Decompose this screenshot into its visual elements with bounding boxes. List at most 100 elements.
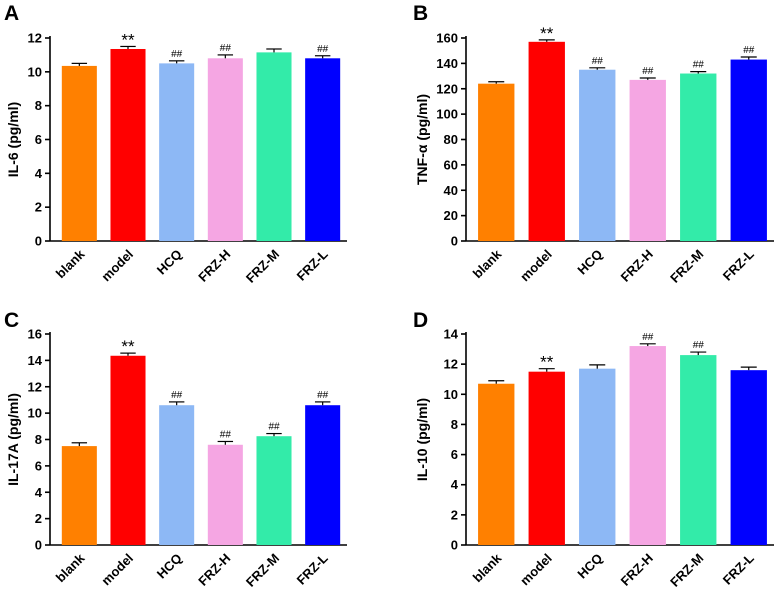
y-axis-label: IL-10 (pg/ml) (414, 398, 430, 481)
y-tick-label: 20 (444, 208, 458, 223)
panel-letter: A (4, 2, 19, 25)
significance-hashes: ## (642, 332, 654, 343)
y-tick-label: 4 (35, 166, 43, 181)
x-category-label: FRZ-L (294, 550, 331, 587)
y-tick-label: 10 (444, 387, 458, 402)
x-category-label: FRZ-M (667, 247, 706, 286)
significance-stars: ** (121, 337, 135, 356)
y-tick-label: 2 (35, 200, 42, 215)
x-category-label: HCQ (154, 551, 185, 582)
bar-blank (61, 446, 97, 545)
bar-hcq (159, 63, 195, 241)
y-tick-label: 0 (451, 538, 458, 553)
bar-blank (478, 383, 515, 545)
x-category-label: FRZ-L (294, 246, 331, 283)
y-tick-label: 12 (28, 379, 42, 394)
y-tick-label: 4 (451, 477, 459, 492)
significance-hashes: ## (171, 49, 183, 60)
bar-hcq (579, 69, 616, 241)
x-category-label: FRZ-H (195, 247, 233, 285)
chart-panel-c: C IL-17A (pg/ml) 0 2 4 6 8 10 12 14 16 blank ** model… (4, 309, 347, 590)
y-tick-label: 12 (444, 357, 458, 372)
x-category-label: FRZ-H (195, 551, 233, 589)
x-category-label: FRZ-M (243, 247, 282, 286)
y-tick-label: 60 (444, 157, 458, 172)
x-category-label: model (98, 551, 136, 589)
y-tick-label: 80 (444, 132, 458, 147)
bar-model (528, 41, 565, 242)
x-category-label: FRZ-M (243, 551, 282, 590)
y-tick-label: 8 (451, 417, 458, 432)
significance-stars: ** (540, 353, 554, 372)
y-tick-label: 14 (444, 327, 459, 342)
bar-model (528, 371, 565, 545)
significance-hashes: ## (268, 422, 280, 433)
significance-hashes: ## (743, 45, 755, 56)
y-tick-label: 140 (436, 56, 458, 71)
bar-frz-h (207, 58, 243, 241)
x-category-label: blank (53, 246, 88, 281)
y-axis-label: IL-17A (pg/ml) (5, 393, 21, 486)
y-axis-label: IL-6 (pg/ml) (5, 102, 21, 177)
x-category-label: HCQ (154, 247, 185, 278)
panel-letter: C (4, 309, 19, 332)
significance-hashes: ## (220, 43, 232, 54)
x-category-label: model (517, 247, 555, 285)
y-tick-label: 6 (451, 447, 458, 462)
y-tick-label: 12 (28, 31, 42, 46)
y-tick-label: 2 (35, 511, 42, 526)
chart-panel-a: A IL-6 (pg/ml) 0 2 4 6 8 10 12 blank ** model ## HCQ #… (4, 2, 347, 286)
significance-hashes: ## (592, 56, 604, 67)
significance-hashes: ## (317, 390, 329, 401)
x-category-label: FRZ-H (618, 247, 656, 285)
x-category-label: FRZ-L (720, 246, 757, 283)
bar-blank (478, 83, 515, 241)
y-axis-label: TNF-α (pg/ml) (414, 94, 430, 185)
y-tick-label: 16 (28, 327, 42, 342)
x-category-label: blank (470, 550, 505, 585)
x-category-label: model (98, 247, 136, 285)
x-category-label: blank (470, 246, 505, 281)
bar-frz-m (256, 436, 292, 545)
y-tick-label: 0 (451, 234, 458, 249)
bar-frz-h (207, 444, 243, 545)
y-tick-label: 8 (35, 432, 42, 447)
bar-frz-l (305, 405, 341, 545)
chart-panel-d: D IL-10 (pg/ml) 0 2 4 6 8 10 12 14 blank ** model HCQ… (413, 309, 774, 590)
significance-hashes: ## (642, 66, 654, 77)
y-tick-label: 160 (436, 31, 458, 46)
y-tick-label: 8 (35, 98, 42, 113)
bar-model (110, 48, 146, 241)
bar-frz-l (305, 58, 341, 241)
panel-letter: B (413, 2, 428, 25)
significance-stars: ** (121, 30, 135, 49)
y-tick-label: 14 (28, 353, 43, 368)
bar-frz-m (680, 355, 717, 545)
x-category-label: model (517, 551, 555, 589)
y-tick-label: 2 (451, 507, 458, 522)
bar-frz-h (629, 79, 666, 242)
y-tick-label: 40 (444, 183, 458, 198)
bar-frz-h (629, 346, 666, 545)
bar-hcq (159, 405, 195, 545)
significance-stars: ** (540, 24, 554, 43)
x-category-label: FRZ-H (618, 551, 656, 589)
panel-letter: D (413, 309, 428, 332)
significance-hashes: ## (317, 44, 329, 55)
x-category-label: HCQ (574, 247, 605, 278)
significance-hashes: ## (693, 340, 705, 351)
significance-hashes: ## (220, 429, 232, 440)
bar-hcq (579, 368, 616, 545)
bar-frz-m (256, 52, 292, 241)
y-tick-label: 6 (35, 458, 42, 473)
x-category-label: blank (53, 550, 88, 585)
y-tick-label: 6 (35, 132, 42, 147)
y-tick-label: 10 (28, 64, 42, 79)
significance-hashes: ## (693, 60, 705, 71)
x-category-label: FRZ-L (720, 550, 757, 587)
significance-hashes: ## (171, 390, 183, 401)
y-tick-label: 4 (35, 485, 43, 500)
chart-panel-b: B TNF-α (pg/ml) 0 20 40 60 80 100 120 140 160 blank… (413, 2, 774, 286)
x-category-label: FRZ-M (667, 551, 706, 590)
